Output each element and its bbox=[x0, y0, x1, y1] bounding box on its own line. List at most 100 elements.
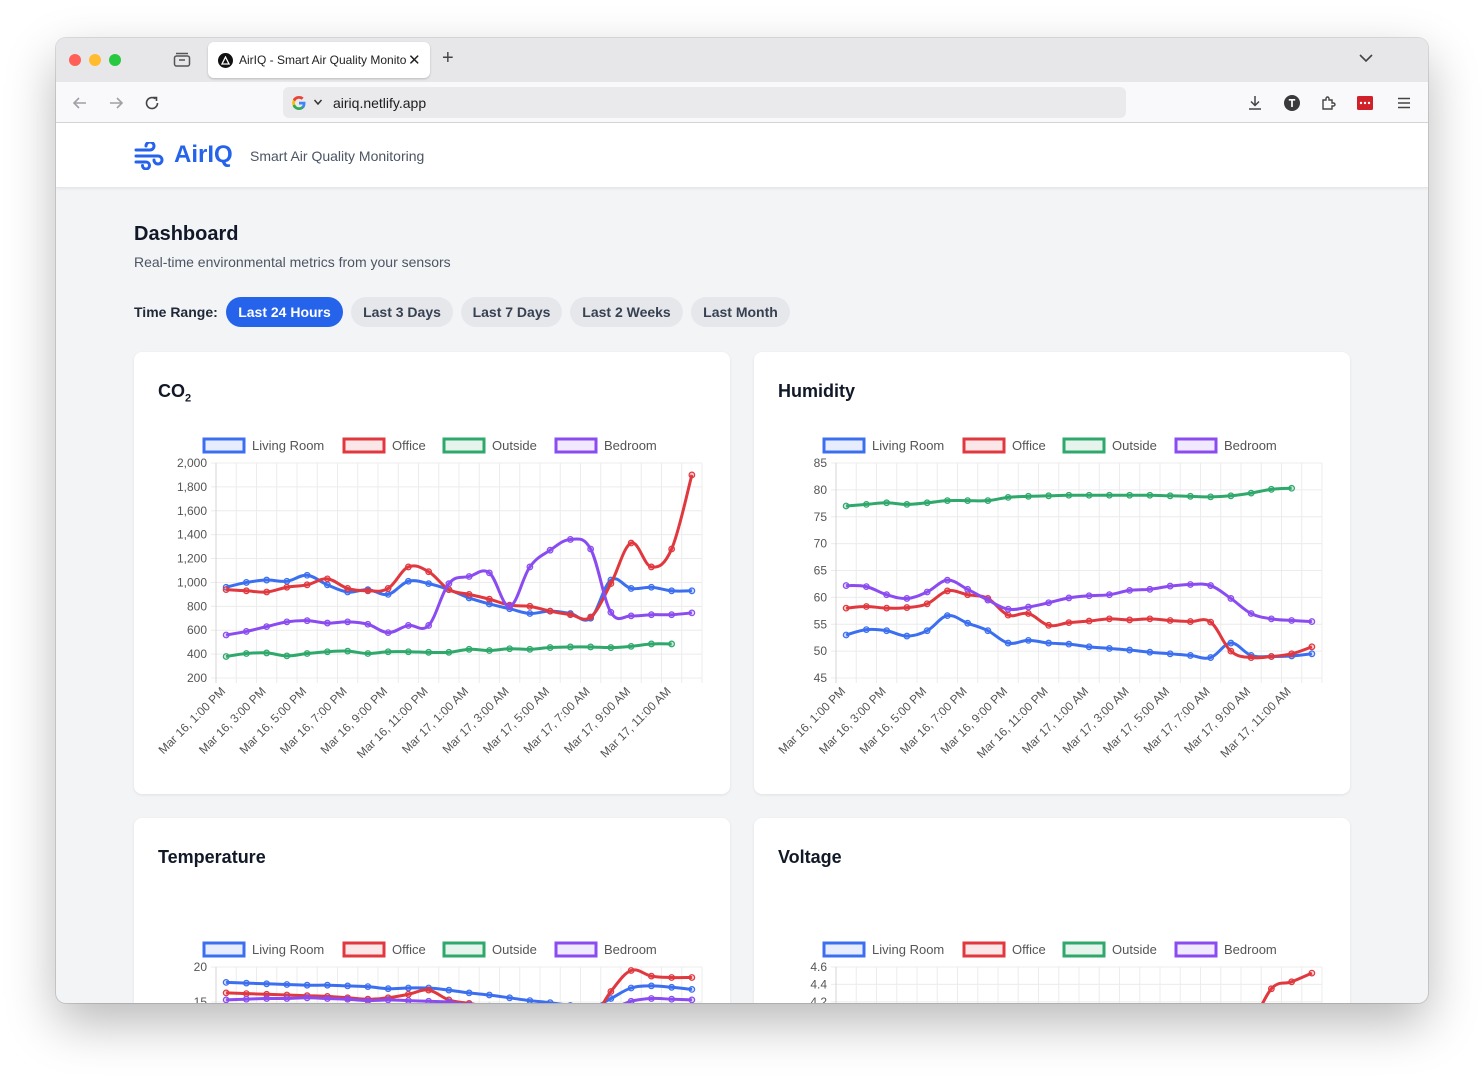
data-point-living-room bbox=[303, 981, 311, 989]
data-point-office bbox=[566, 611, 574, 619]
data-point-bedroom bbox=[1308, 618, 1316, 625]
data-point-bedroom bbox=[1207, 582, 1215, 589]
data-point-bedroom bbox=[923, 588, 931, 596]
legend-swatch bbox=[442, 437, 486, 454]
data-point-living-room bbox=[688, 587, 696, 595]
voltage-chart-title: Voltage bbox=[778, 847, 842, 867]
data-point-office bbox=[607, 988, 615, 995]
tab-active[interactable]: AirIQ - Smart Air Quality Monitoring ✕ bbox=[208, 42, 430, 78]
google-search-icon[interactable] bbox=[291, 95, 307, 111]
tab-title: AirIQ - Smart Air Quality Monitoring bbox=[239, 53, 407, 67]
data-point-outside bbox=[445, 648, 453, 656]
range-button-last-24-hours[interactable]: Last 24 Hours bbox=[226, 297, 343, 327]
data-point-living-room bbox=[425, 580, 433, 588]
data-point-bedroom bbox=[546, 546, 554, 554]
search-engine-chevron-icon[interactable] bbox=[313, 97, 323, 107]
data-point-bedroom bbox=[903, 595, 911, 602]
data-point-living-room bbox=[526, 610, 534, 617]
data-point-living-room bbox=[1085, 643, 1093, 651]
forward-arrow-icon[interactable] bbox=[107, 94, 125, 112]
close-window-button[interactable] bbox=[69, 54, 81, 66]
data-point-outside bbox=[1267, 485, 1275, 493]
range-button-last-3-days[interactable]: Last 3 Days bbox=[351, 297, 453, 327]
data-point-bedroom bbox=[1024, 603, 1032, 611]
data-point-outside bbox=[506, 645, 514, 653]
data-point-bedroom bbox=[303, 994, 311, 1002]
new-tab-icon[interactable]: + bbox=[442, 47, 454, 69]
tab-close-icon[interactable]: ✕ bbox=[408, 52, 421, 69]
series-line-bedroom bbox=[226, 996, 692, 1003]
data-point-outside bbox=[1166, 492, 1174, 500]
app-header: AirIQ Smart Air Quality Monitoring bbox=[56, 123, 1428, 188]
voltage-line-chart[interactable]: 4.6 4.4 4.2 Living Room Office Outside Bedroom bbox=[754, 818, 1350, 1003]
co2-line-chart[interactable]: 2,000 1,800 1,600 1,400 1,200 1,000 800 600 400 2… bbox=[134, 352, 730, 794]
y-tick-label: 50 bbox=[814, 644, 828, 658]
data-point-office bbox=[627, 967, 635, 974]
data-point-bedroom bbox=[526, 563, 534, 571]
address-bar[interactable]: airiq.netlify.app bbox=[283, 87, 1126, 118]
data-point-outside bbox=[1186, 492, 1194, 500]
data-point-outside bbox=[627, 642, 635, 650]
y-tick-label: 85 bbox=[814, 456, 828, 470]
data-point-outside bbox=[404, 648, 412, 656]
legend-label: Bedroom bbox=[1224, 438, 1277, 453]
back-arrow-icon[interactable] bbox=[71, 94, 89, 112]
data-point-bedroom bbox=[1166, 582, 1174, 590]
y-tick-label: 4.2 bbox=[810, 995, 827, 1003]
data-point-office bbox=[1105, 615, 1113, 623]
legend-item-office: Office bbox=[962, 941, 1046, 958]
y-tick-label: 65 bbox=[814, 564, 828, 578]
account-avatar-icon[interactable] bbox=[1283, 94, 1301, 112]
data-point-bedroom bbox=[222, 631, 230, 639]
data-point-bedroom bbox=[647, 995, 655, 1002]
y-tick-label: 400 bbox=[187, 647, 207, 661]
series-outside bbox=[842, 484, 1296, 510]
legend-label: Bedroom bbox=[604, 942, 657, 957]
data-point-bedroom bbox=[587, 545, 595, 553]
data-point-bedroom bbox=[364, 997, 372, 1003]
legend-item-office: Office bbox=[342, 941, 426, 958]
maximize-window-button[interactable] bbox=[109, 54, 121, 66]
data-point-living-room bbox=[242, 579, 250, 586]
data-point-living-room bbox=[1186, 652, 1194, 659]
url-text[interactable]: airiq.netlify.app bbox=[333, 95, 427, 111]
legend-item-bedroom: Bedroom bbox=[554, 437, 657, 454]
data-point-living-room bbox=[303, 571, 311, 579]
data-point-bedroom bbox=[263, 623, 271, 631]
reload-icon[interactable] bbox=[143, 94, 161, 112]
data-point-outside bbox=[566, 643, 574, 651]
password-manager-icon[interactable] bbox=[1356, 94, 1374, 112]
chart-grid bbox=[211, 462, 703, 683]
co2-chart-title: CO2 bbox=[158, 381, 192, 405]
data-point-outside bbox=[242, 650, 250, 657]
data-point-office bbox=[1004, 611, 1012, 619]
range-button-last-7-days[interactable]: Last 7 Days bbox=[461, 297, 562, 327]
data-point-outside bbox=[344, 647, 352, 655]
app-logo-text[interactable]: AirIQ bbox=[174, 141, 233, 168]
minimize-window-button[interactable] bbox=[89, 54, 101, 66]
data-point-living-room bbox=[668, 587, 676, 595]
data-point-office bbox=[1126, 616, 1134, 624]
data-point-bedroom bbox=[1045, 599, 1053, 607]
menu-hamburger-icon[interactable] bbox=[1395, 94, 1413, 112]
legend-label: Bedroom bbox=[604, 438, 657, 453]
tab-list-chevron-icon[interactable] bbox=[1358, 50, 1374, 66]
legend-label: Outside bbox=[1112, 942, 1157, 957]
data-point-living-room bbox=[607, 995, 615, 1002]
data-point-office bbox=[862, 603, 870, 610]
data-point-outside bbox=[526, 645, 534, 653]
download-icon[interactable] bbox=[1246, 94, 1264, 112]
range-button-last-month[interactable]: Last Month bbox=[691, 297, 790, 327]
temperature-chart-card: Temperature 20 15 10 Living Room Office Outsi… bbox=[134, 818, 730, 1003]
data-point-office bbox=[688, 471, 696, 479]
extensions-icon[interactable] bbox=[1319, 94, 1337, 112]
data-point-living-room bbox=[1024, 636, 1032, 644]
range-button-last-2-weeks[interactable]: Last 2 Weeks bbox=[570, 297, 683, 327]
wind-logo-icon[interactable] bbox=[134, 142, 166, 170]
data-point-bedroom bbox=[222, 996, 230, 1003]
tab-overview-icon[interactable] bbox=[172, 52, 192, 68]
series-line-living-room bbox=[845, 613, 1313, 660]
data-point-office bbox=[1227, 647, 1235, 655]
